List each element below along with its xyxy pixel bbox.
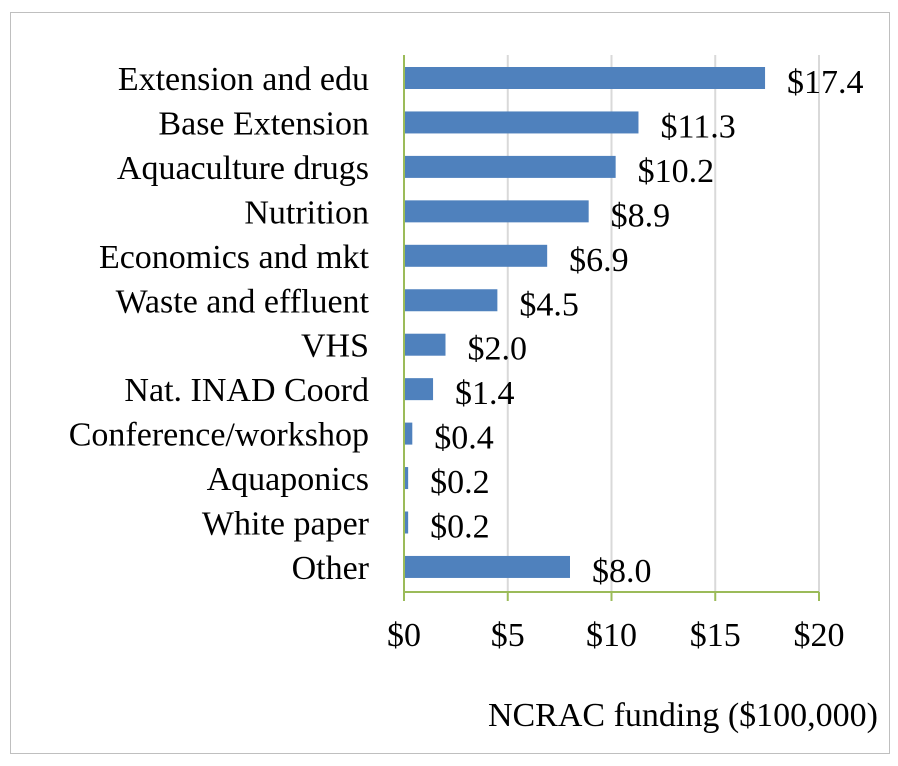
data-label-0: $17.4 bbox=[787, 64, 864, 101]
category-label-7: Nat. INAD Coord bbox=[124, 372, 369, 409]
bar-0 bbox=[404, 67, 766, 89]
category-label-9: Aquaponics bbox=[207, 461, 369, 498]
x-tick-label-20: $20 bbox=[794, 617, 845, 654]
category-label-5: Waste and effluent bbox=[116, 283, 370, 320]
data-label-6: $2.0 bbox=[468, 331, 528, 368]
x-tick-label-10: $10 bbox=[586, 617, 637, 654]
bar-11 bbox=[404, 555, 570, 578]
data-label-11: $8.0 bbox=[592, 553, 652, 590]
bars bbox=[404, 67, 766, 578]
bar-6 bbox=[404, 333, 446, 356]
category-label-4: Economics and mkt bbox=[99, 239, 370, 276]
bar-8 bbox=[404, 422, 413, 445]
category-label-6: VHS bbox=[301, 328, 369, 365]
bar-4 bbox=[404, 244, 548, 267]
bar-7 bbox=[404, 378, 434, 401]
data-label-9: $0.2 bbox=[430, 464, 490, 501]
x-tick-label-15: $15 bbox=[690, 617, 741, 654]
data-label-2: $10.2 bbox=[638, 153, 715, 190]
category-label-10: White paper bbox=[202, 506, 370, 543]
category-label-3: Nutrition bbox=[244, 194, 369, 231]
bar-5 bbox=[404, 289, 498, 312]
category-label-2: Aquaculture drugs bbox=[117, 150, 369, 187]
data-label-10: $0.2 bbox=[430, 509, 490, 546]
x-axis-title: NCRAC funding ($100,000) bbox=[488, 697, 878, 734]
category-label-8: Conference/workshop bbox=[69, 417, 369, 454]
data-label-3: $8.9 bbox=[611, 197, 671, 234]
category-labels: Extension and edu Base Extension Aquacultu… bbox=[69, 61, 370, 587]
data-label-8: $0.4 bbox=[434, 420, 494, 457]
data-label-5: $4.5 bbox=[519, 286, 579, 323]
data-labels: $17.4 $11.3 $10.2 $8.9 $6.9 $4.5 $2.0 $1.4 $0.4 $… bbox=[430, 64, 863, 590]
chart-frame bbox=[10, 12, 890, 754]
category-label-1: Base Extension bbox=[158, 105, 369, 142]
data-label-1: $11.3 bbox=[660, 108, 735, 145]
bar-9 bbox=[404, 467, 409, 490]
bar-2 bbox=[404, 155, 616, 178]
gridlines bbox=[506, 55, 820, 592]
x-tick-label-5: $5 bbox=[491, 617, 525, 654]
data-label-4: $6.9 bbox=[569, 242, 629, 279]
bar-3 bbox=[404, 200, 589, 223]
data-label-7: $1.4 bbox=[455, 375, 515, 412]
bar-1 bbox=[404, 111, 639, 134]
category-label-0: Extension and edu bbox=[118, 61, 369, 98]
x-tick-label-0: $0 bbox=[387, 617, 421, 654]
category-label-11: Other bbox=[292, 550, 370, 587]
x-axis: $0 $5 $10 $15 $20 bbox=[387, 55, 845, 654]
bar-10 bbox=[404, 511, 409, 534]
